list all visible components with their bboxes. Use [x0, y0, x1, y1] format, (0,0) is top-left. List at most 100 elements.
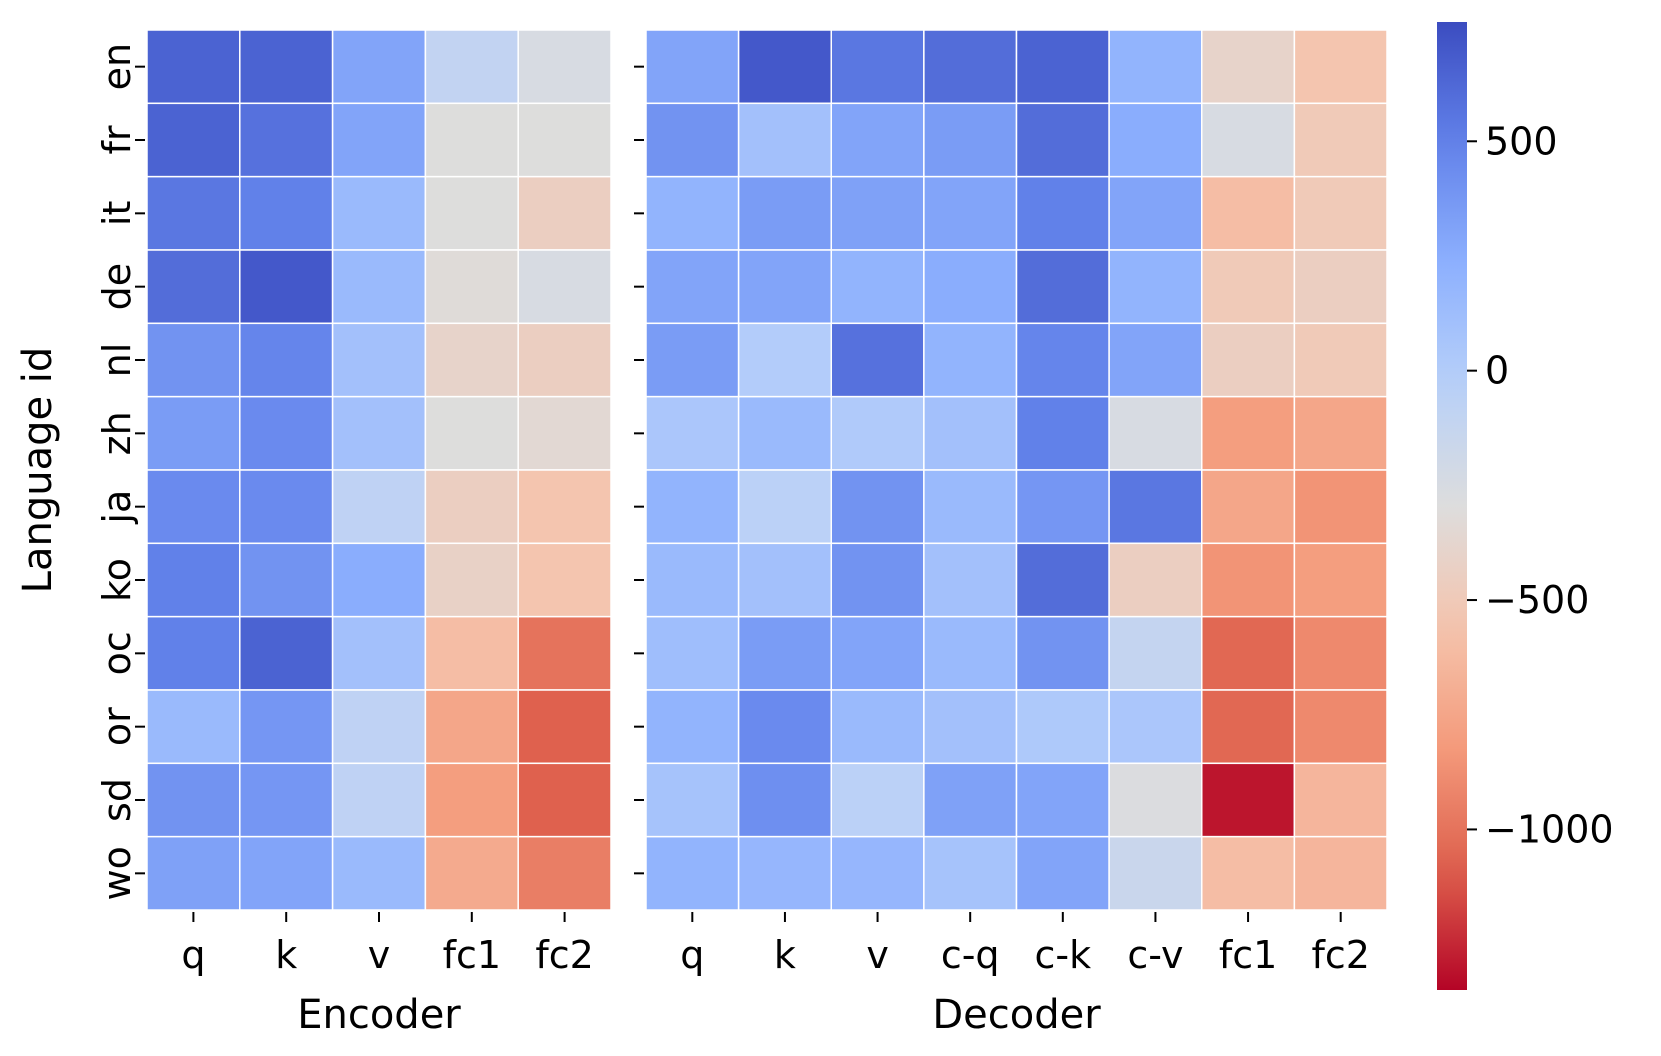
heatmap-cell	[1293, 762, 1388, 838]
row-label-sd: sd	[95, 778, 139, 822]
x-tick-label: c-k	[1035, 933, 1092, 977]
row-labels: en fr it de nl zh ja ko oc or sd wo	[95, 43, 139, 901]
heatmap-cell	[1108, 835, 1203, 911]
heatmap-cell	[1015, 689, 1110, 765]
heatmap-cell	[146, 469, 241, 545]
heatmap-cell	[737, 469, 832, 545]
heatmap-cell	[645, 689, 740, 765]
heatmap-cell	[830, 542, 925, 618]
heatmap-cell	[1293, 395, 1388, 471]
heatmap-cell	[737, 762, 832, 838]
x-tick-label: fc2	[1311, 933, 1369, 977]
heatmap-cell	[737, 249, 832, 325]
heatmap-cell	[424, 689, 519, 765]
x-tick-label: q	[680, 933, 704, 977]
heatmap-cell	[424, 102, 519, 178]
heatmap-cell	[645, 542, 740, 618]
heatmap-cell	[1015, 542, 1110, 618]
heatmap-cell	[1015, 29, 1110, 105]
encoder-axis-title: Encoder	[297, 992, 461, 1038]
heatmap-cell	[923, 762, 1018, 838]
heatmap-cell	[331, 102, 427, 178]
heatmap-cell	[1015, 395, 1110, 471]
heatmap-cell	[737, 175, 832, 251]
heatmap-cell	[1293, 542, 1388, 618]
heatmap-cell	[239, 175, 334, 251]
heatmap-cell	[239, 689, 334, 765]
heatmap-cell	[830, 395, 925, 471]
heatmap-cell	[1015, 762, 1110, 838]
heatmap-cell	[1201, 249, 1296, 325]
heatmap-cell	[331, 249, 427, 325]
heatmap-cell	[1201, 395, 1296, 471]
heatmap-cell	[1293, 175, 1388, 251]
heatmap-cell	[923, 689, 1018, 765]
heatmap-cell	[645, 835, 740, 911]
heatmap-cell	[830, 175, 925, 251]
heatmap-cell	[1201, 542, 1296, 618]
heatmap-cell	[1015, 102, 1110, 178]
heatmap-cell	[146, 689, 241, 765]
heatmap-cell	[239, 322, 334, 398]
heatmap-cell	[1108, 175, 1203, 251]
heatmap-cell	[239, 395, 334, 471]
heatmap-cell	[1108, 249, 1203, 325]
heatmap-cell	[645, 175, 740, 251]
heatmap-cell	[424, 762, 519, 838]
colorbar-tick-label: 0	[1485, 349, 1509, 393]
heatmap-cell	[645, 469, 740, 545]
x-tick-label: q	[181, 933, 205, 977]
heatmap-cell	[1015, 469, 1110, 545]
heatmap-cell	[1108, 395, 1203, 471]
decoder-heatmap: q k v c-q c-k c-v fc1 fc2	[634, 29, 1388, 977]
heatmap-cell	[517, 102, 612, 178]
heatmap-cell	[645, 322, 740, 398]
row-label-ko: ko	[95, 558, 139, 602]
heatmap-cell	[830, 615, 925, 691]
row-label-wo: wo	[95, 846, 139, 900]
heatmap-cell	[331, 835, 427, 911]
heatmap-cell	[331, 395, 427, 471]
heatmap-cell	[1201, 469, 1296, 545]
heatmap-cell	[1201, 29, 1296, 105]
heatmap-cell	[239, 249, 334, 325]
heatmap-cell	[1293, 249, 1388, 325]
heatmap-cell	[517, 542, 612, 618]
heatmap-cell	[830, 469, 925, 545]
heatmap-cell	[517, 615, 612, 691]
x-tick-label: v	[866, 933, 889, 977]
heatmap-cell	[1108, 322, 1203, 398]
heatmap-cell	[331, 29, 427, 105]
row-label-or: or	[95, 707, 139, 746]
heatmap-cell	[830, 249, 925, 325]
heatmap-cell	[1201, 835, 1296, 911]
heatmap-cell	[1201, 689, 1296, 765]
heatmap-cell	[923, 322, 1018, 398]
colorbar-tick-label: 500	[1485, 119, 1558, 163]
row-label-ja: ja	[95, 490, 139, 525]
heatmap-cell	[645, 615, 740, 691]
heatmap-cell	[517, 395, 612, 471]
heatmap-cell	[923, 395, 1018, 471]
heatmap-cell	[424, 469, 519, 545]
heatmap-cell	[1201, 102, 1296, 178]
heatmap-cell	[424, 249, 519, 325]
x-tick-label: fc1	[1219, 933, 1277, 977]
heatmap-cell	[645, 395, 740, 471]
heatmap-cell	[424, 322, 519, 398]
heatmap-cell	[517, 322, 612, 398]
heatmap-cell	[146, 322, 241, 398]
heatmap-cell	[239, 762, 334, 838]
heatmap-cell	[146, 249, 241, 325]
heatmap-cell	[923, 615, 1018, 691]
heatmap-cell	[1293, 689, 1388, 765]
heatmap-cell	[923, 29, 1018, 105]
heatmap-cell	[424, 175, 519, 251]
heatmap-cell	[1293, 29, 1388, 105]
heatmap-cell	[1201, 322, 1296, 398]
heatmap-cell	[331, 469, 427, 545]
heatmap-cell	[1015, 249, 1110, 325]
heatmap-cell	[737, 689, 832, 765]
heatmap-cell	[923, 469, 1018, 545]
heatmap-cell	[645, 762, 740, 838]
